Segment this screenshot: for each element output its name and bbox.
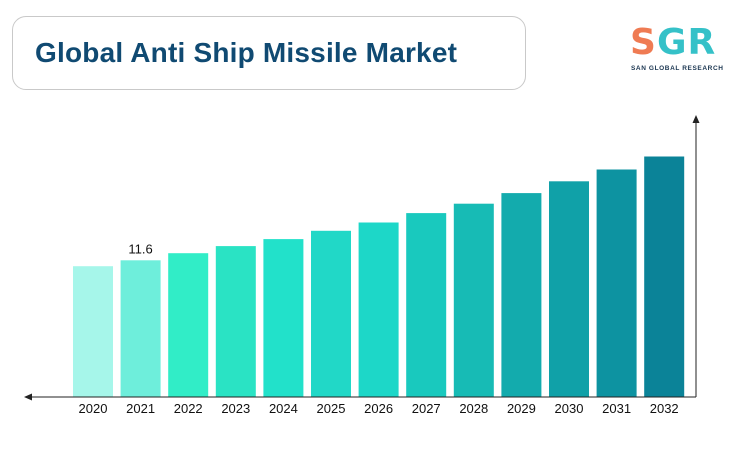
x-tick-label-2024: 2024 — [269, 401, 298, 416]
x-tick-label-2022: 2022 — [174, 401, 203, 416]
bar-2020 — [73, 266, 113, 397]
bar-2021 — [120, 260, 161, 397]
bar-2029 — [501, 193, 542, 397]
bar-2023 — [215, 246, 256, 397]
x-tick-label-2032: 2032 — [650, 401, 679, 416]
bars-group — [73, 156, 685, 397]
x-tick-labels: 2020 2021 2022 2023 2024 2025 2026 2027 2028 2029… — [79, 401, 679, 416]
bar-2025 — [311, 230, 351, 397]
bar-2031 — [596, 169, 637, 397]
axes — [24, 115, 700, 401]
x-tick-label-2021: 2021 — [126, 401, 155, 416]
x-tick-label-2030: 2030 — [555, 401, 584, 416]
x-tick-label-2023: 2023 — [221, 401, 250, 416]
logo-letter-s: S — [630, 22, 657, 63]
x-tick-label-2026: 2026 — [364, 401, 393, 416]
x-tick-label-2027: 2027 — [412, 401, 441, 416]
logo-tagline: SAN GLOBAL RESEARCH — [631, 65, 724, 72]
data-labels: 11.6 — [128, 241, 152, 256]
bar-2030 — [549, 181, 589, 397]
y-axis-arrow-icon — [692, 115, 700, 123]
bar-2027 — [406, 213, 447, 397]
logo-letters-gr: GR — [656, 22, 717, 63]
chart-title: Global Anti Ship Missile Market — [35, 37, 458, 68]
bar-2026 — [358, 222, 399, 397]
sgr-logo: SGR SAN GLOBAL RESEARCH — [628, 22, 724, 76]
x-tick-label-2031: 2031 — [602, 401, 631, 416]
x-tick-label-2028: 2028 — [459, 401, 488, 416]
bar-2028 — [453, 203, 494, 397]
x-tick-label-2025: 2025 — [317, 401, 346, 416]
title-box: Global Anti Ship Missile Market — [12, 16, 526, 90]
bar-2022 — [168, 253, 209, 397]
bar-2024 — [263, 239, 304, 397]
data-label-2021: 11.6 — [128, 241, 152, 256]
bar-2032 — [644, 156, 685, 397]
logo-wordmark: SGR — [630, 22, 716, 63]
x-axis-arrow-icon — [24, 393, 32, 401]
x-tick-label-2020: 2020 — [79, 401, 108, 416]
x-tick-label-2029: 2029 — [507, 401, 536, 416]
